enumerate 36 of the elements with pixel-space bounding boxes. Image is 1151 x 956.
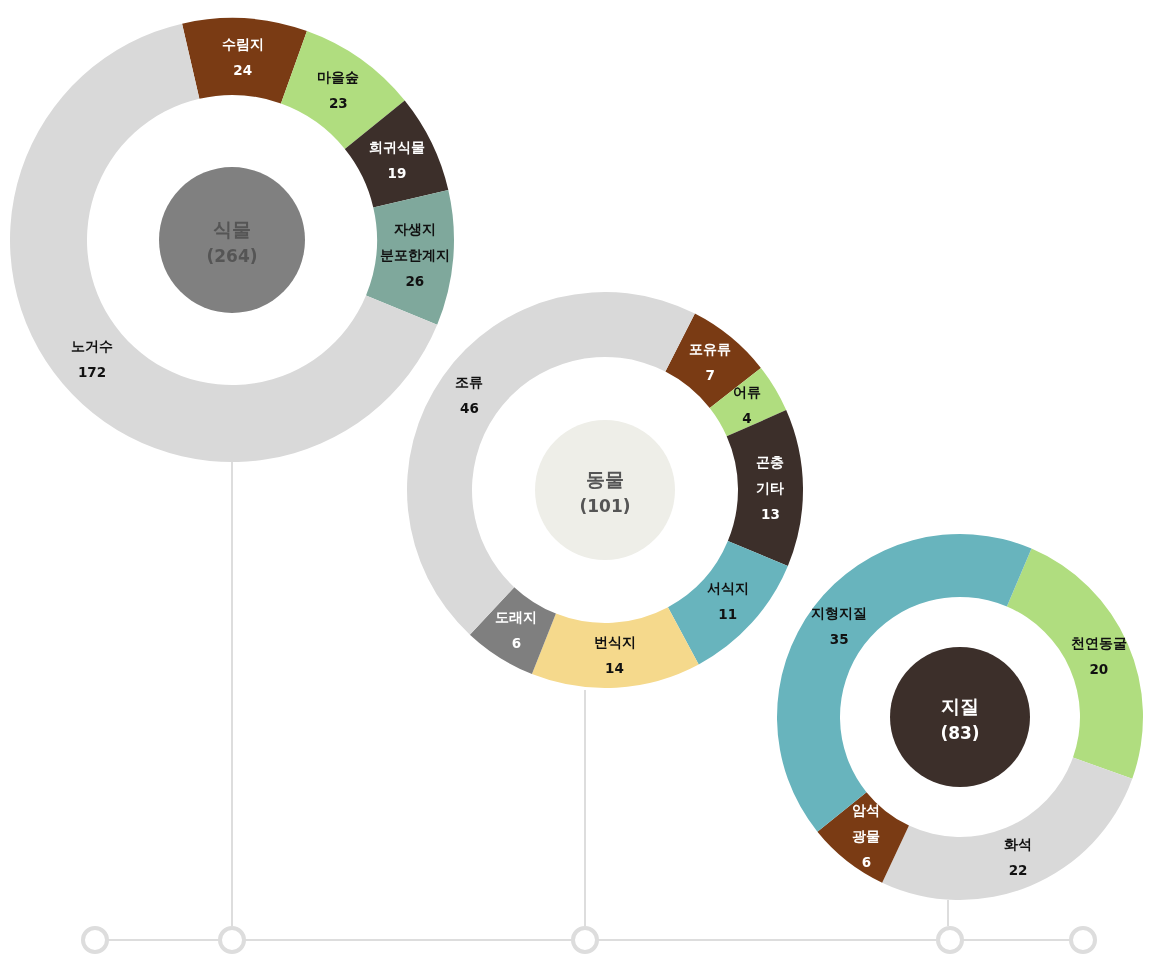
- slice-label: 노거수: [70, 337, 113, 354]
- text: (83): [940, 723, 980, 743]
- slice-label: 자생지 분포한계지: [379, 221, 450, 264]
- slice-label: 마을숲: [317, 69, 360, 86]
- slice-label: 수림지: [221, 35, 264, 52]
- data-label: 20: [1089, 661, 1109, 678]
- text: 동물: [586, 468, 624, 490]
- data-label: 26: [405, 273, 425, 290]
- data-label: 14: [605, 660, 624, 677]
- slice-label: 지형지질: [811, 604, 868, 621]
- data-label: 19: [387, 164, 407, 181]
- slice-label: 어류: [732, 383, 761, 400]
- data-label: 23: [328, 95, 348, 112]
- slice-label: 조류: [455, 374, 484, 391]
- data-label: 24: [233, 61, 253, 78]
- text: (101): [579, 496, 631, 516]
- slice-label: 천연동굴: [1070, 635, 1127, 652]
- slice-label: 암석 광물: [852, 802, 881, 845]
- data-label: 22: [1008, 861, 1028, 878]
- data-label: 11: [718, 606, 738, 623]
- data-label: 35: [829, 630, 849, 647]
- data-label: 7: [705, 367, 715, 384]
- text: 지질: [941, 695, 979, 717]
- data-label: 6: [511, 634, 522, 651]
- data-label: 172: [77, 363, 107, 380]
- slice-label: 희귀식물: [368, 138, 425, 155]
- slice-label: 도래지: [495, 608, 538, 625]
- slice-label: 서식지: [706, 580, 749, 597]
- slice-label: 번식지: [593, 634, 636, 651]
- slice-label: 곤충 기타: [756, 454, 785, 497]
- slice-label: 화석: [1004, 835, 1033, 852]
- data-label: 6: [861, 854, 872, 871]
- data-label: 4: [742, 409, 752, 426]
- data-label: 13: [761, 506, 780, 523]
- data-label: 46: [460, 400, 479, 417]
- slice-label: 포유류: [689, 341, 732, 358]
